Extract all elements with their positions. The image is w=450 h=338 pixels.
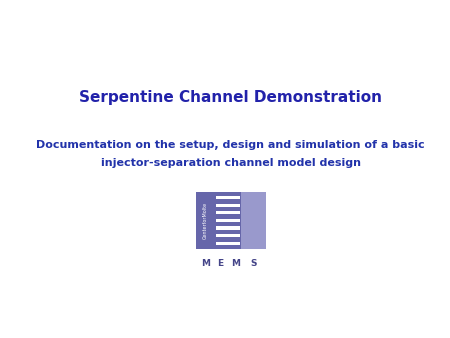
Bar [196,192,215,249]
Text: CenterforMolte: CenterforMolte [202,201,207,239]
Text: M: M [231,259,240,268]
Text: Documentation on the setup, design and simulation of a basic: Documentation on the setup, design and s… [36,140,425,150]
Text: E: E [217,259,223,268]
Bar [216,203,240,207]
Bar [216,219,240,222]
Text: M: M [201,259,210,268]
Bar [216,196,240,199]
Bar [216,211,240,214]
Text: Serpentine Channel Demonstration: Serpentine Channel Demonstration [79,90,382,105]
Bar [216,242,240,245]
Bar [216,226,240,230]
Text: S: S [250,259,256,268]
Text: injector-separation channel model design: injector-separation channel model design [101,158,360,168]
Bar [216,234,240,237]
Bar [215,192,241,249]
Bar [241,192,266,249]
